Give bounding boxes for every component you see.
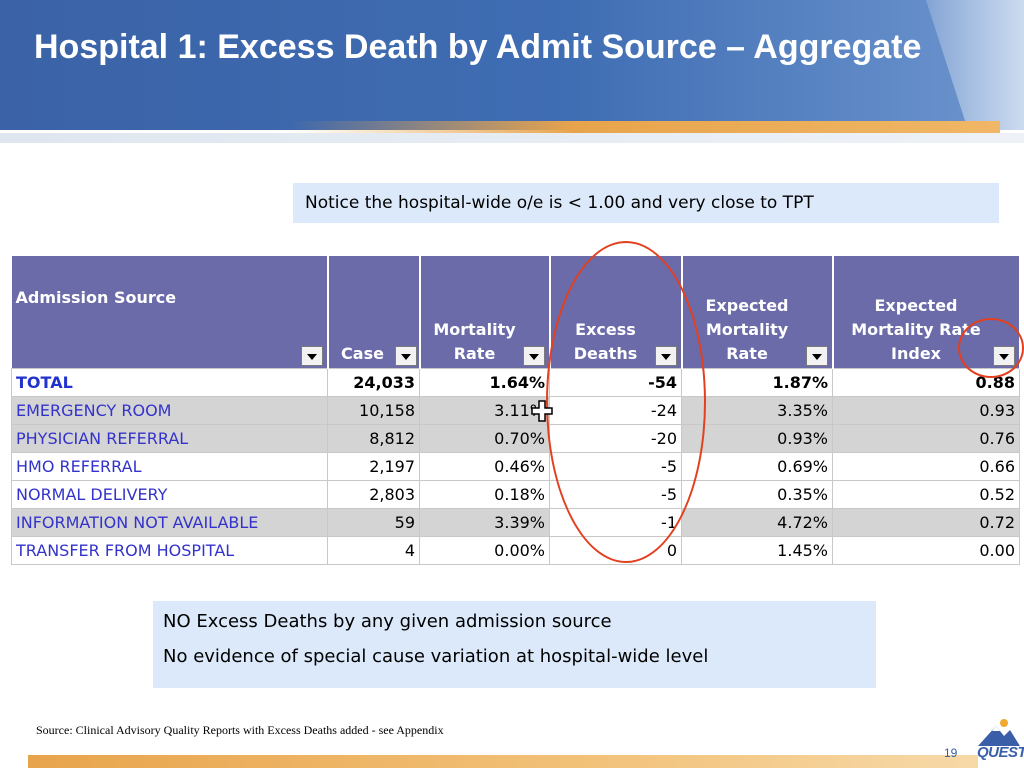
cell-source[interactable]: HMO REFERRAL: [11, 452, 328, 481]
cell-index: 0.93: [832, 396, 1020, 425]
cell-expected-rate: 1.45%: [681, 536, 833, 565]
col-header-source-label: Admission Source: [15, 288, 177, 307]
table-row: INFORMATION NOT AVAILABLE 59 3.39% -1 4.…: [11, 508, 1020, 537]
col-header-expected-rate-label: Expected Mortality Rate: [705, 296, 789, 363]
table-row: PHYSICIAN REFERRAL 8,812 0.70% -20 0.93%…: [11, 424, 1020, 453]
excess-deaths-highlight-ring: [546, 241, 706, 563]
cell-source[interactable]: EMERGENCY ROOM: [11, 396, 328, 425]
table-row-total: TOTAL 24,033 1.64% -54 1.87% 0.88: [11, 368, 1020, 397]
col-header-expected-rate: Expected Mortality Rate: [681, 256, 834, 369]
orange-stripe: [290, 121, 1000, 133]
cell-index: 0.66: [832, 452, 1020, 481]
expected-rate-dropdown-icon[interactable]: [805, 346, 828, 366]
cell-source[interactable]: NORMAL DELIVERY: [11, 480, 328, 509]
cell-mortality-rate: 0.70%: [419, 424, 550, 453]
cell-expected-rate: 4.72%: [681, 508, 833, 537]
table-row: NORMAL DELIVERY 2,803 0.18% -5 0.35% 0.5…: [11, 480, 1020, 509]
admission-source-table: Admission Source Case Mortality Rate Exc…: [11, 256, 1021, 565]
col-header-mortality-rate: Mortality Rate: [419, 256, 551, 369]
cell-expected-rate: 0.69%: [681, 452, 833, 481]
cell-index: 0.52: [832, 480, 1020, 509]
cell-source[interactable]: TOTAL: [11, 368, 328, 397]
col-header-cases-label: Case: [341, 344, 384, 363]
gray-stripe: [0, 133, 1024, 143]
col-header-mortality-rate-label: Mortality Rate: [433, 320, 516, 363]
slide-header: [0, 0, 1024, 130]
cell-cases: 8,812: [327, 424, 420, 453]
cell-source[interactable]: INFORMATION NOT AVAILABLE: [11, 508, 328, 537]
quest-logo-icon: [978, 719, 1020, 746]
cell-cases: 4: [327, 536, 420, 565]
cell-mortality-rate: 3.39%: [419, 508, 550, 537]
cell-index: 0.00: [832, 536, 1020, 565]
cell-mortality-rate: 0.00%: [419, 536, 550, 565]
cell-mortality-rate: 1.64%: [419, 368, 550, 397]
index-highlight-ring: [958, 318, 1024, 378]
page-number: 19: [944, 746, 958, 760]
col-header-source: Admission Source: [11, 256, 329, 369]
quest-logo-text: QUEST: [977, 744, 1024, 761]
cell-expected-rate: 1.87%: [681, 368, 833, 397]
mortality-rate-dropdown-icon[interactable]: [522, 346, 545, 366]
source-note: Source: Clinical Advisory Quality Report…: [36, 723, 444, 737]
col-header-expected-index-label: Expected Mortality Rate Index: [851, 296, 981, 363]
table-row: EMERGENCY ROOM 10,158 3.11% -24 3.35% 0.…: [11, 396, 1020, 425]
callout-bottom-line2: No evidence of special cause variation a…: [163, 646, 709, 667]
cell-cases: 2,803: [327, 480, 420, 509]
cell-index: 0.76: [832, 424, 1020, 453]
callout-top: Notice the hospital-wide o/e is < 1.00 a…: [293, 183, 999, 223]
col-header-cases: Case: [327, 256, 421, 369]
slide-title: Hospital 1: Excess Death by Admit Source…: [34, 28, 922, 66]
move-cursor-icon: [531, 400, 553, 422]
cell-mortality-rate: 0.46%: [419, 452, 550, 481]
cell-expected-rate: 0.93%: [681, 424, 833, 453]
cell-source[interactable]: PHYSICIAN REFERRAL: [11, 424, 328, 453]
source-dropdown-icon[interactable]: [300, 346, 323, 366]
cell-expected-rate: 0.35%: [681, 480, 833, 509]
footer-bar: [28, 755, 978, 768]
cell-cases: 2,197: [327, 452, 420, 481]
table-row: HMO REFERRAL 2,197 0.46% -5 0.69% 0.66: [11, 452, 1020, 481]
cell-mortality-rate: 0.18%: [419, 480, 550, 509]
cases-dropdown-icon[interactable]: [394, 346, 417, 366]
table-row: TRANSFER FROM HOSPITAL 4 0.00% 0 1.45% 0…: [11, 536, 1020, 565]
callout-bottom-line1: NO Excess Deaths by any given admission …: [163, 611, 612, 632]
callout-bottom: NO Excess Deaths by any given admission …: [153, 601, 876, 688]
cell-cases: 10,158: [327, 396, 420, 425]
cell-source[interactable]: TRANSFER FROM HOSPITAL: [11, 536, 328, 565]
cell-index: 0.72: [832, 508, 1020, 537]
cell-cases: 24,033: [327, 368, 420, 397]
table-header-row: Admission Source Case Mortality Rate Exc…: [11, 256, 1021, 369]
cell-cases: 59: [327, 508, 420, 537]
cell-mortality-rate: 3.11%: [419, 396, 550, 425]
col-header-expected-index: Expected Mortality Rate Index: [832, 256, 1021, 369]
